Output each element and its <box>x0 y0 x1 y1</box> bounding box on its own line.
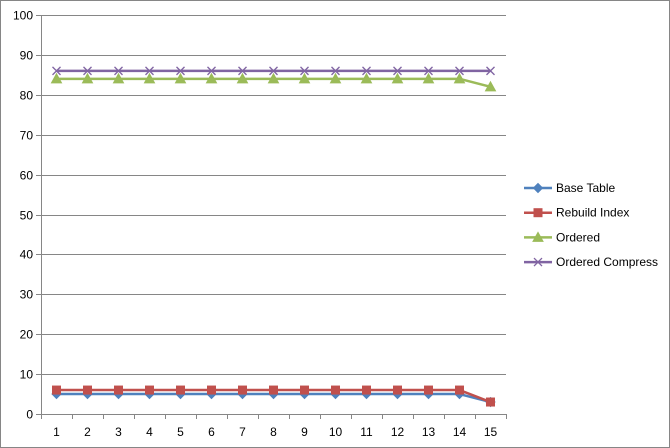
x-tick-label-8: 8 <box>270 425 277 439</box>
point-ordered-compress-10 <box>331 66 340 76</box>
point-rebuild-index-12 <box>393 385 402 395</box>
point-ordered-3 <box>112 72 125 84</box>
point-rebuild-index-5 <box>176 385 185 395</box>
point-ordered-11 <box>360 72 373 84</box>
point-ordered-9 <box>298 72 311 84</box>
point-ordered-compress-2 <box>83 66 92 76</box>
legend-entry-ordered: Ordered <box>524 230 600 244</box>
point-ordered-2 <box>81 72 94 84</box>
x-tick-label-9: 9 <box>301 425 308 439</box>
y-tick-label-20: 20 <box>20 328 34 342</box>
point-rebuild-index-1 <box>52 385 61 395</box>
x-tick-label-2: 2 <box>84 425 91 439</box>
point-ordered-8 <box>267 72 280 84</box>
point-ordered-compress-13 <box>424 66 433 76</box>
legend-entry-rebuild-index: Rebuild Index <box>524 206 629 220</box>
point-ordered-compress-3 <box>114 66 123 76</box>
point-ordered-compress-9 <box>300 66 309 76</box>
point-rebuild-index-3 <box>114 385 123 395</box>
point-rebuild-index-13 <box>424 385 433 395</box>
point-ordered-compress-15 <box>486 66 495 76</box>
point-ordered-1 <box>50 72 63 84</box>
point-ordered-6 <box>205 72 218 84</box>
series-ordered-compress <box>52 66 495 76</box>
x-tick-label-13: 13 <box>422 425 436 439</box>
point-ordered-compress-7 <box>238 66 247 76</box>
x-tick-label-6: 6 <box>208 425 215 439</box>
point-ordered-compress-8 <box>269 66 278 76</box>
point-rebuild-index-8 <box>269 385 278 395</box>
series-rebuild-index <box>52 385 495 407</box>
point-rebuild-index-7 <box>238 385 247 395</box>
point-ordered-7 <box>236 72 249 84</box>
x-tick-labels: 1 2 3 4 5 6 7 8 9 10 11 12 13 14 15 <box>53 425 497 439</box>
point-ordered-compress-5 <box>176 66 185 76</box>
point-rebuild-index-10 <box>331 385 340 395</box>
y-tick-labels: 0 10 20 30 40 50 60 70 80 90 100 <box>13 9 33 422</box>
point-ordered-14 <box>453 72 466 84</box>
legend-marker-rebuild-index <box>533 208 543 218</box>
legend-label-rebuild-index: Rebuild Index <box>556 206 629 220</box>
point-ordered-compress-14 <box>455 66 464 76</box>
y-tick-label-30: 30 <box>20 288 34 302</box>
legend-label-base-table: Base Table <box>556 181 615 195</box>
x-tick-label-7: 7 <box>239 425 246 439</box>
legend: Base Table Rebuild Index Ordered Ordered Co… <box>524 181 658 269</box>
series-layer <box>50 66 497 408</box>
point-rebuild-index-11 <box>362 385 371 395</box>
point-ordered-compress-11 <box>362 66 371 76</box>
y-tick-label-10: 10 <box>20 368 34 382</box>
x-tick-label-5: 5 <box>177 425 184 439</box>
point-ordered-5 <box>174 72 187 84</box>
point-rebuild-index-4 <box>145 385 154 395</box>
y-tick-label-40: 40 <box>20 248 34 262</box>
x-tick-label-10: 10 <box>329 425 343 439</box>
y-tick-label-100: 100 <box>13 9 33 23</box>
point-ordered-10 <box>329 72 342 84</box>
point-ordered-compress-4 <box>145 66 154 76</box>
series-ordered <box>50 72 497 92</box>
point-ordered-13 <box>422 72 435 84</box>
point-rebuild-index-9 <box>300 385 309 395</box>
x-tick-label-15: 15 <box>484 425 498 439</box>
point-rebuild-index-14 <box>455 385 464 395</box>
x-tick-label-12: 12 <box>391 425 405 439</box>
gridlines <box>41 15 506 375</box>
x-tick-label-3: 3 <box>115 425 122 439</box>
legend-label-ordered: Ordered <box>556 230 600 244</box>
y-tick-label-50: 50 <box>20 209 34 223</box>
legend-entry-ordered-compress: Ordered Compress <box>524 255 658 269</box>
y-tick-label-80: 80 <box>20 89 34 103</box>
legend-marker-ordered <box>532 231 544 242</box>
point-ordered-compress-12 <box>393 66 402 76</box>
legend-marker-ordered-compress <box>533 257 543 267</box>
point-ordered-4 <box>143 72 156 84</box>
point-rebuild-index-2 <box>83 385 92 395</box>
point-rebuild-index-6 <box>207 385 216 395</box>
y-tick-label-0: 0 <box>26 408 33 422</box>
point-ordered-12 <box>391 72 404 84</box>
point-ordered-compress-6 <box>207 66 216 76</box>
x-tick-label-11: 11 <box>360 425 373 439</box>
legend-marker-base-table <box>532 182 544 194</box>
x-tick-label-14: 14 <box>453 425 467 439</box>
legend-label-ordered-compress: Ordered Compress <box>556 255 658 269</box>
point-ordered-15 <box>484 80 497 92</box>
point-rebuild-index-15 <box>486 397 495 407</box>
x-tick-label-4: 4 <box>146 425 153 439</box>
x-tick-label-1: 1 <box>53 425 60 439</box>
axes <box>36 15 507 419</box>
y-tick-label-90: 90 <box>20 49 34 63</box>
y-tick-label-70: 70 <box>20 129 34 143</box>
y-tick-label-60: 60 <box>20 169 34 183</box>
legend-entry-base-table: Base Table <box>524 181 615 195</box>
point-ordered-compress-1 <box>52 66 61 76</box>
